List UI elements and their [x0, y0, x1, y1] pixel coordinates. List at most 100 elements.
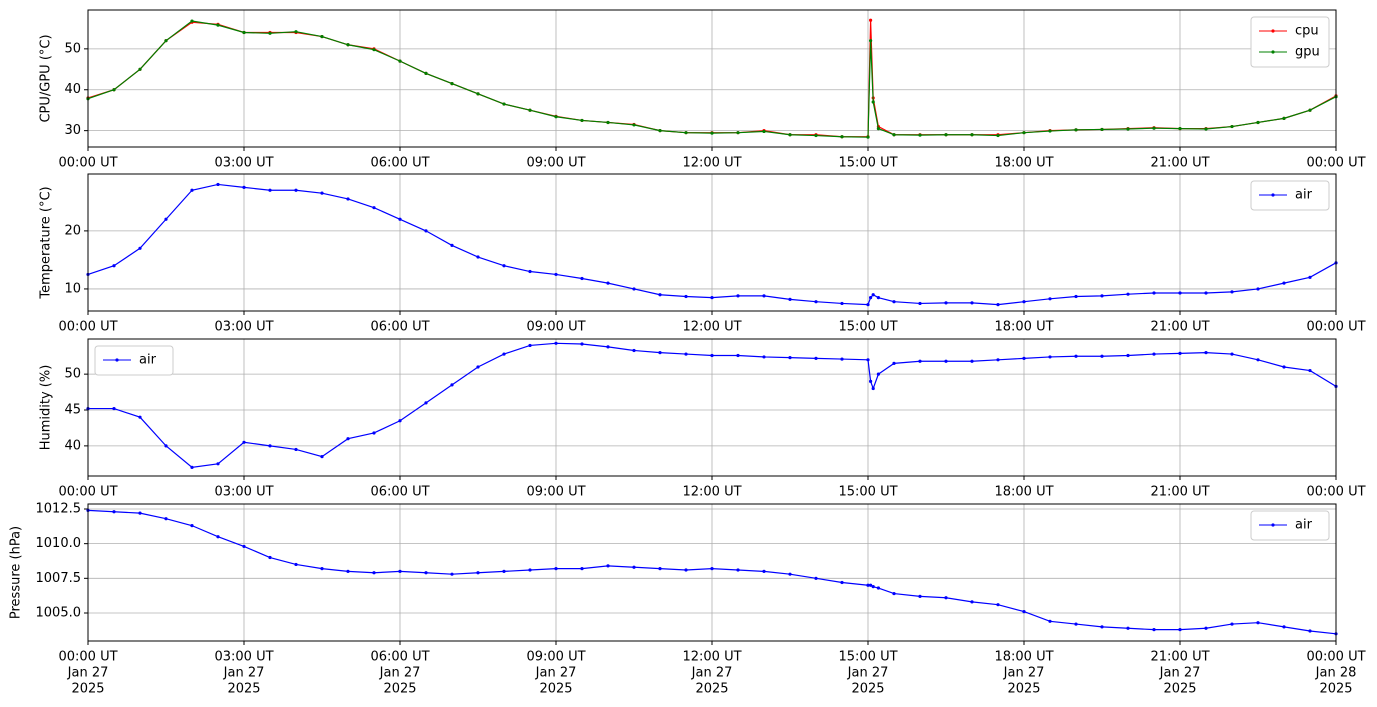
data-point [1074, 128, 1078, 132]
x-tick-label: Jan 27 [1003, 666, 1045, 681]
data-point [138, 246, 142, 250]
x-tick-label: 2025 [851, 682, 884, 697]
data-point [164, 444, 168, 448]
data-point [1230, 622, 1234, 626]
x-tick-label: 00:00 UT [58, 156, 117, 171]
data-point [294, 562, 298, 567]
data-point [944, 133, 948, 137]
data-point [1178, 351, 1182, 355]
data-point [918, 133, 922, 137]
x-tick-label: Jan 27 [67, 666, 109, 681]
data-point [944, 301, 948, 305]
y-axis-label: Temperature (°C) [39, 186, 54, 299]
data-point [866, 358, 870, 362]
y-axis-label: Humidity (%) [39, 365, 54, 451]
x-tick-label: 09:00 UT [526, 650, 585, 665]
data-point [632, 287, 636, 291]
data-point [788, 133, 792, 137]
data-point [869, 296, 873, 300]
x-tick-label: 21:00 UT [1150, 485, 1209, 500]
data-point [554, 341, 558, 345]
data-point [242, 30, 246, 35]
data-point [788, 356, 792, 360]
plot-frame [87, 9, 1337, 148]
data-point [866, 135, 870, 139]
legend-box [94, 345, 174, 376]
data-point [1074, 622, 1078, 626]
data-point [528, 269, 532, 274]
y-tick-label: 30 [64, 123, 81, 138]
y-tick-label: 40 [64, 82, 81, 97]
data-point [476, 92, 480, 96]
data-point [190, 188, 194, 192]
data-point [970, 133, 974, 137]
data-point [502, 264, 506, 268]
data-point [580, 567, 584, 571]
data-point [580, 276, 584, 281]
x-tick-label: Jan 27 [223, 666, 265, 681]
data-point [1152, 352, 1156, 356]
plot-frame [87, 503, 1337, 642]
y-axis-label: Pressure (hPa) [9, 526, 24, 619]
data-point [762, 355, 766, 359]
data-point [892, 300, 896, 304]
data-point [658, 351, 662, 355]
data-point [1100, 127, 1104, 132]
x-tick-label: 00:00 UT [1306, 485, 1365, 500]
data-point [1100, 625, 1104, 629]
data-point [684, 568, 688, 572]
data-point [554, 272, 558, 277]
data-point [424, 229, 428, 233]
data-point [869, 583, 873, 587]
data-point [736, 131, 740, 135]
y-tick-label: 10 [64, 281, 81, 296]
x-tick-label: Jan 28 [1315, 666, 1357, 681]
data-point [1152, 126, 1156, 130]
x-tick-label: 2025 [1163, 682, 1196, 697]
x-tick-label: 15:00 UT [838, 156, 897, 171]
data-point [294, 30, 298, 34]
data-point [502, 352, 506, 356]
data-point [1282, 625, 1286, 629]
data-point [840, 580, 844, 585]
x-tick-label: 21:00 UT [1150, 320, 1209, 335]
data-point [1048, 619, 1052, 623]
data-point [892, 591, 896, 596]
legend-box [1250, 180, 1330, 211]
data-point [658, 293, 662, 297]
data-point [554, 115, 558, 119]
data-point [1204, 291, 1208, 295]
data-point [1048, 129, 1052, 133]
x-tick-label: 2025 [539, 682, 572, 697]
data-point [1204, 127, 1208, 131]
data-point [684, 131, 688, 135]
data-point [710, 296, 714, 300]
data-point [1256, 120, 1260, 125]
x-tick-label: Jan 27 [691, 666, 733, 681]
data-point [1256, 287, 1260, 291]
data-point [268, 188, 272, 192]
data-point [970, 359, 974, 363]
x-tick-label: 15:00 UT [838, 485, 897, 500]
data-point [1074, 354, 1078, 358]
data-point [554, 567, 558, 571]
data-point [736, 294, 740, 298]
y-tick-label: 1012.5 [36, 501, 82, 516]
data-point [216, 462, 220, 466]
data-point [1308, 629, 1312, 633]
data-point [876, 126, 881, 131]
x-tick-label: 12:00 UT [682, 320, 741, 335]
data-point [869, 379, 873, 383]
x-tick-label: 21:00 UT [1150, 650, 1209, 665]
data-point [996, 133, 1000, 138]
data-point [1178, 126, 1182, 131]
data-point [450, 572, 454, 576]
data-point [502, 102, 506, 106]
data-point [164, 517, 168, 521]
data-point [502, 569, 506, 573]
data-point [840, 135, 844, 139]
y-tick-label: 50 [64, 367, 81, 382]
data-point [1204, 626, 1208, 630]
data-point [138, 67, 142, 71]
x-tick-label: Jan 27 [535, 666, 577, 681]
